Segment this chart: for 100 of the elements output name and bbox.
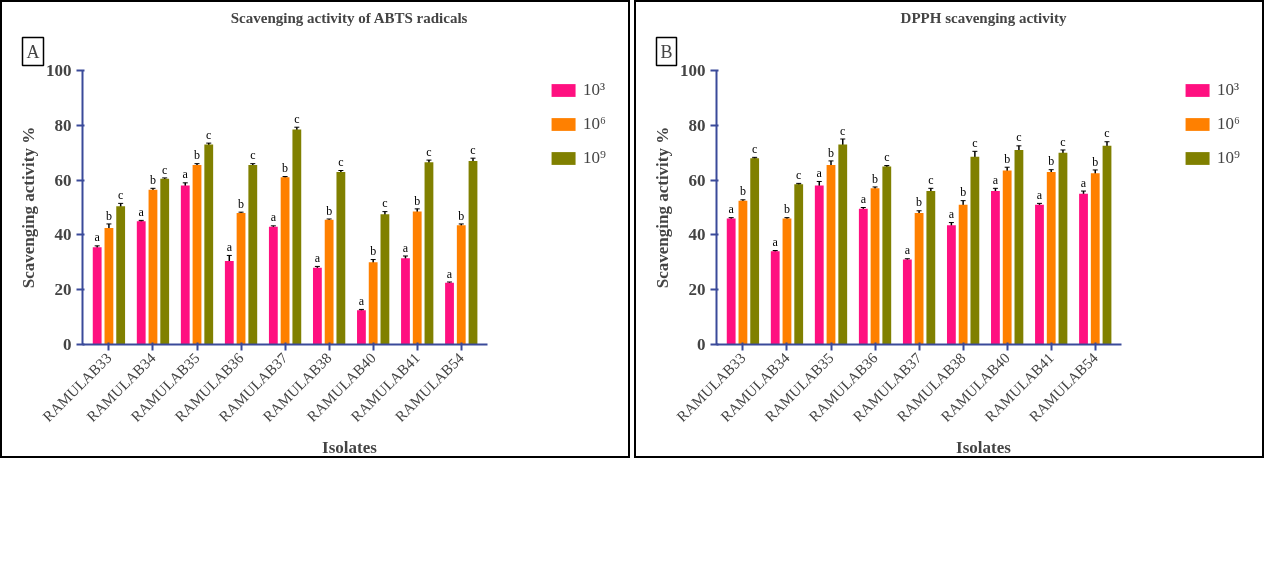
data-label: a bbox=[446, 266, 453, 281]
bar bbox=[946, 225, 956, 345]
bar bbox=[926, 191, 936, 345]
bar bbox=[870, 188, 880, 345]
bar bbox=[456, 225, 466, 345]
bar bbox=[1014, 149, 1024, 345]
data-label: a bbox=[860, 192, 867, 207]
bar bbox=[1035, 204, 1044, 345]
data-label: a bbox=[1080, 175, 1087, 190]
data-label: b bbox=[105, 208, 112, 223]
bar bbox=[1046, 171, 1056, 345]
bar bbox=[1102, 145, 1112, 345]
data-label: a bbox=[772, 235, 779, 250]
data-label: a bbox=[358, 294, 365, 309]
bar bbox=[794, 184, 804, 345]
data-label: c bbox=[752, 141, 758, 156]
data-label: c bbox=[1016, 130, 1022, 145]
data-label: c bbox=[928, 172, 934, 187]
data-label: a bbox=[728, 202, 735, 217]
y-tick-label: 0 bbox=[697, 335, 706, 354]
bar bbox=[280, 177, 290, 345]
bar bbox=[401, 258, 410, 345]
bar bbox=[336, 171, 346, 345]
y-tick-label: 100 bbox=[680, 61, 706, 80]
data-label: b bbox=[828, 145, 835, 160]
data-label: c bbox=[338, 155, 344, 170]
data-label: b bbox=[238, 196, 245, 211]
y-tick-label: 40 bbox=[688, 225, 706, 245]
data-label: a bbox=[270, 210, 277, 225]
y-tick-label: 20 bbox=[688, 280, 706, 300]
legend-label: 10³ bbox=[583, 80, 606, 100]
y-tick-label: 80 bbox=[688, 115, 706, 135]
data-label: b bbox=[739, 184, 746, 199]
bar bbox=[738, 200, 748, 345]
bar bbox=[858, 208, 868, 345]
data-label: c bbox=[884, 150, 890, 165]
y-tick-label: 60 bbox=[688, 170, 706, 190]
bar bbox=[236, 212, 246, 345]
bar bbox=[412, 211, 422, 345]
data-label: b bbox=[783, 202, 790, 217]
data-label: b bbox=[282, 161, 289, 176]
chart-title: DPPH scavenging activity bbox=[900, 9, 1067, 26]
bar bbox=[970, 156, 980, 345]
bar bbox=[770, 251, 780, 345]
bar bbox=[882, 166, 892, 345]
bar bbox=[838, 144, 848, 345]
bar bbox=[814, 185, 824, 345]
bar bbox=[92, 247, 102, 345]
data-label: a bbox=[226, 240, 233, 255]
bar bbox=[958, 204, 968, 345]
data-label: a bbox=[992, 172, 999, 187]
y-tick-label: 0 bbox=[63, 335, 72, 354]
bar bbox=[268, 226, 278, 345]
data-label: b bbox=[414, 193, 421, 208]
y-axis-title: Scavenging activity % bbox=[19, 126, 38, 289]
data-label: c bbox=[470, 142, 476, 157]
bar bbox=[357, 310, 366, 345]
data-label: c bbox=[162, 162, 168, 177]
data-label: b bbox=[458, 208, 465, 223]
legend-label: 10³ bbox=[1217, 80, 1240, 100]
bar bbox=[204, 144, 214, 345]
data-label: a bbox=[1036, 188, 1043, 203]
bar bbox=[192, 165, 202, 345]
legend-label: 10⁹ bbox=[583, 148, 606, 168]
y-tick-label: 100 bbox=[46, 61, 72, 80]
y-tick-label: 40 bbox=[54, 225, 72, 245]
data-label: a bbox=[182, 167, 189, 182]
data-label: c bbox=[206, 127, 212, 142]
data-label: a bbox=[138, 205, 145, 220]
data-label: b bbox=[326, 203, 333, 218]
text: B bbox=[660, 41, 673, 62]
data-label: c bbox=[840, 123, 846, 138]
bar bbox=[368, 262, 378, 345]
data-label: a bbox=[904, 243, 911, 258]
data-label: b bbox=[149, 172, 156, 187]
data-label: b bbox=[194, 148, 201, 163]
text: A bbox=[26, 41, 40, 62]
data-label: b bbox=[1048, 154, 1055, 169]
data-label: a bbox=[94, 230, 101, 245]
y-axis-title: Scavenging activity % bbox=[653, 126, 672, 289]
bar bbox=[148, 189, 158, 345]
data-label: c bbox=[1104, 126, 1110, 141]
data-label: c bbox=[1060, 134, 1066, 149]
bar bbox=[1002, 170, 1012, 345]
bar bbox=[116, 206, 126, 345]
bar bbox=[1090, 173, 1100, 345]
bar bbox=[224, 260, 234, 345]
legend-label: 10⁶ bbox=[1217, 114, 1240, 134]
bar bbox=[468, 160, 478, 345]
bar bbox=[380, 214, 390, 345]
data-label: c bbox=[382, 196, 388, 211]
bar bbox=[726, 218, 736, 345]
bar bbox=[292, 129, 302, 345]
data-label: c bbox=[426, 144, 432, 159]
bar bbox=[914, 212, 924, 345]
bar bbox=[826, 165, 836, 345]
data-label: b bbox=[916, 195, 923, 210]
bar bbox=[248, 165, 258, 345]
x-axis-title: Isolates bbox=[956, 438, 1012, 458]
y-tick-label: 80 bbox=[54, 115, 72, 135]
